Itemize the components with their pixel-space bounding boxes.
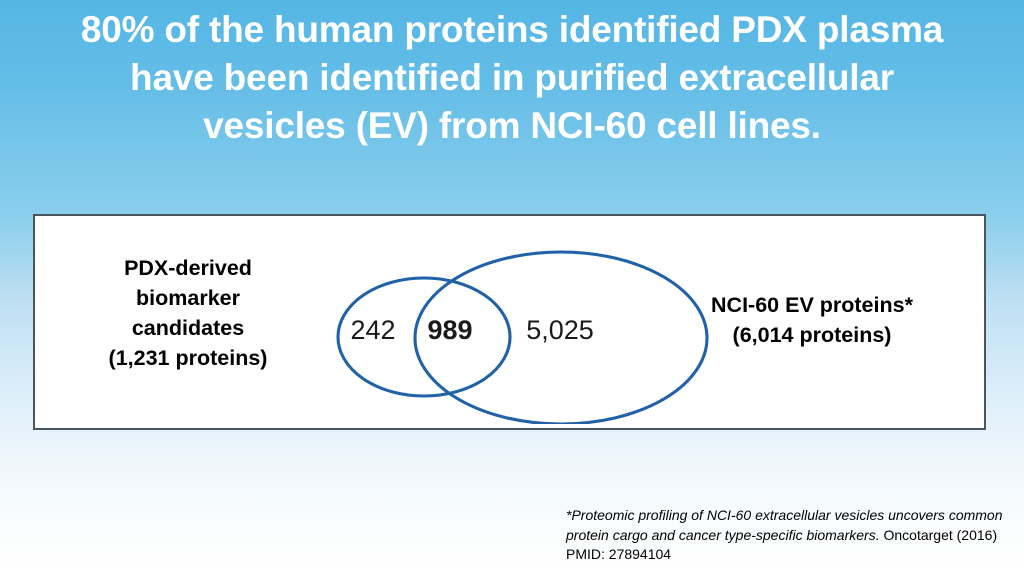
venn-diagram: 242 989 5,025 xyxy=(300,224,730,424)
venn-count-left-only: 242 xyxy=(350,315,396,345)
venn-diagram-panel: PDX-derived biomarker candidates (1,231 … xyxy=(33,214,986,430)
footnote-citation-source: Oncotarget (2016) PMID: 27894104 xyxy=(566,526,998,563)
venn-right-set-label: NCI-60 EV proteins* (6,014 proteins) xyxy=(711,293,913,347)
venn-circle-small xyxy=(336,276,512,398)
venn-left-set-label: PDX-derived biomarker candidates (1,231 … xyxy=(108,256,268,370)
venn-count-overlap: 989 xyxy=(427,315,473,345)
venn-circle-large xyxy=(413,250,709,424)
footnote-citation: *Proteomic profiling of NCI-60 extracell… xyxy=(566,506,1006,565)
venn-count-right-only: 5,025 xyxy=(526,315,594,345)
footnote-citation-title: *Proteomic profiling of NCI-60 extracell… xyxy=(566,507,1003,543)
slide-title: 80% of the human proteins identified PDX… xyxy=(80,9,944,146)
